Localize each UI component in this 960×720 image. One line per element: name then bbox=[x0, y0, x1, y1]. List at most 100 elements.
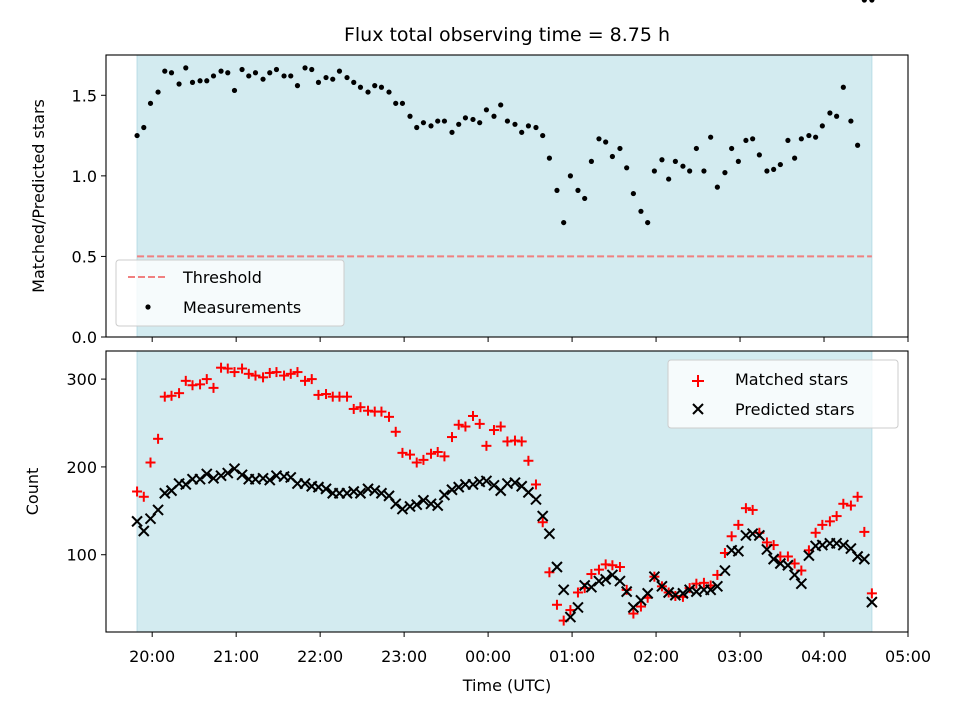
predicted-star-point bbox=[677, 587, 689, 600]
matched-star-point bbox=[481, 440, 492, 451]
predicted-star-point bbox=[453, 481, 465, 493]
predicted-star-mark-b bbox=[536, 510, 549, 522]
legend-predicted-label: Predicted stars bbox=[735, 400, 855, 419]
count-x-tick-label: 01:00 bbox=[549, 647, 595, 666]
predicted-star-mark-b bbox=[180, 478, 192, 491]
matched-star-point bbox=[537, 517, 548, 528]
predicted-star-point bbox=[362, 483, 374, 495]
measurement-point bbox=[456, 121, 462, 127]
count-legend-box bbox=[667, 359, 899, 429]
predicted-star-mark-b bbox=[131, 515, 143, 528]
measurement-point bbox=[848, 118, 854, 124]
predicted-star-point bbox=[236, 469, 248, 481]
matched-star-point bbox=[418, 454, 429, 465]
predicted-star-mark-b bbox=[404, 500, 416, 513]
matched-star-point bbox=[279, 370, 290, 381]
matched-star-point bbox=[229, 367, 240, 378]
matched-star-point bbox=[551, 599, 562, 610]
measurement-point bbox=[680, 163, 686, 169]
predicted-star-mark-b bbox=[341, 487, 353, 499]
matched-star-point bbox=[495, 421, 506, 432]
measurement-point bbox=[210, 73, 217, 79]
predicted-star-point bbox=[530, 493, 542, 506]
predicted-star-point bbox=[732, 545, 745, 557]
predicted-star-mark-b bbox=[753, 529, 766, 542]
measurement-point bbox=[554, 187, 560, 193]
measurement-point bbox=[491, 113, 497, 119]
predicted-star-point bbox=[858, 553, 871, 565]
matched-star-point bbox=[300, 375, 311, 386]
matched-star-point bbox=[628, 608, 639, 619]
measurement-point bbox=[141, 124, 147, 131]
measurement-point bbox=[701, 168, 707, 174]
measurement-point bbox=[714, 184, 720, 190]
measurement-point bbox=[344, 74, 350, 81]
predicted-star-mark-b bbox=[383, 490, 395, 502]
measurement-point bbox=[134, 132, 140, 139]
matched-star-point bbox=[488, 425, 499, 436]
predicted-star-point bbox=[375, 487, 388, 499]
predicted-star-mark-b bbox=[375, 487, 388, 499]
predicted-star-point bbox=[348, 485, 360, 498]
predicted-star-point bbox=[509, 477, 521, 489]
matched-star-point bbox=[789, 558, 800, 569]
predicted-star-point bbox=[782, 559, 794, 571]
predicted-star-mark-b bbox=[354, 487, 367, 499]
ratio-legend-box bbox=[115, 259, 345, 327]
measurement-point bbox=[309, 66, 315, 73]
predicted-star-mark-b bbox=[285, 471, 297, 484]
measurement-point bbox=[435, 118, 441, 124]
matched-star-point bbox=[474, 418, 485, 429]
predicted-star-mark-b bbox=[515, 480, 528, 492]
measurement-point bbox=[176, 81, 182, 87]
matched-star-point bbox=[740, 503, 751, 514]
measurement-point bbox=[428, 123, 434, 129]
measurement-point bbox=[617, 145, 623, 152]
measurement-point bbox=[785, 137, 791, 144]
count-x-tick-label: 02:00 bbox=[633, 647, 679, 666]
predicted-star-point bbox=[788, 569, 801, 581]
measurement-point bbox=[512, 121, 518, 127]
measurement-point bbox=[462, 115, 469, 121]
predicted-star-mark-b bbox=[411, 498, 423, 511]
predicted-star-mark-b bbox=[249, 473, 262, 485]
matched-star-point bbox=[397, 447, 408, 458]
measurement-point bbox=[672, 158, 678, 164]
predicted-star-point bbox=[467, 478, 479, 491]
predicted-star-point bbox=[201, 468, 213, 480]
predicted-star-mark-b bbox=[593, 575, 605, 587]
matched-star-point bbox=[355, 402, 366, 413]
matched-star-point bbox=[453, 419, 464, 430]
predicted-star-mark-b bbox=[438, 489, 451, 501]
matched-star-point bbox=[258, 372, 269, 383]
matched-star-point bbox=[285, 368, 296, 379]
matched-star-point bbox=[586, 569, 597, 580]
matched-star-point bbox=[614, 562, 625, 573]
matched-star-point bbox=[432, 446, 443, 457]
predicted-star-point bbox=[480, 475, 493, 487]
predicted-star-mark-b bbox=[732, 545, 745, 557]
measurement-point bbox=[477, 120, 483, 126]
matched-star-point bbox=[342, 391, 353, 402]
measurement-point bbox=[722, 170, 728, 176]
predicted-star-point bbox=[851, 550, 864, 563]
matched-star-point bbox=[411, 457, 422, 468]
measurement-point bbox=[155, 89, 161, 95]
measurement-point bbox=[855, 142, 861, 148]
matched-star-point bbox=[866, 588, 877, 599]
predicted-star-point bbox=[180, 478, 192, 491]
measurement-point bbox=[806, 132, 812, 139]
measurement-point bbox=[470, 116, 476, 123]
matched-star-point bbox=[243, 368, 254, 379]
predicted-star-mark-b bbox=[228, 462, 241, 475]
matched-star-point bbox=[425, 448, 436, 459]
measurement-point bbox=[519, 129, 525, 135]
predicted-star-point bbox=[446, 484, 458, 496]
predicted-star-point bbox=[761, 543, 773, 556]
matched-star-point bbox=[446, 432, 457, 443]
predicted-star-mark-b bbox=[858, 553, 871, 565]
predicted-star-mark-b bbox=[683, 584, 696, 596]
predicted-star-point bbox=[299, 477, 311, 490]
matched-star-point bbox=[237, 363, 248, 374]
